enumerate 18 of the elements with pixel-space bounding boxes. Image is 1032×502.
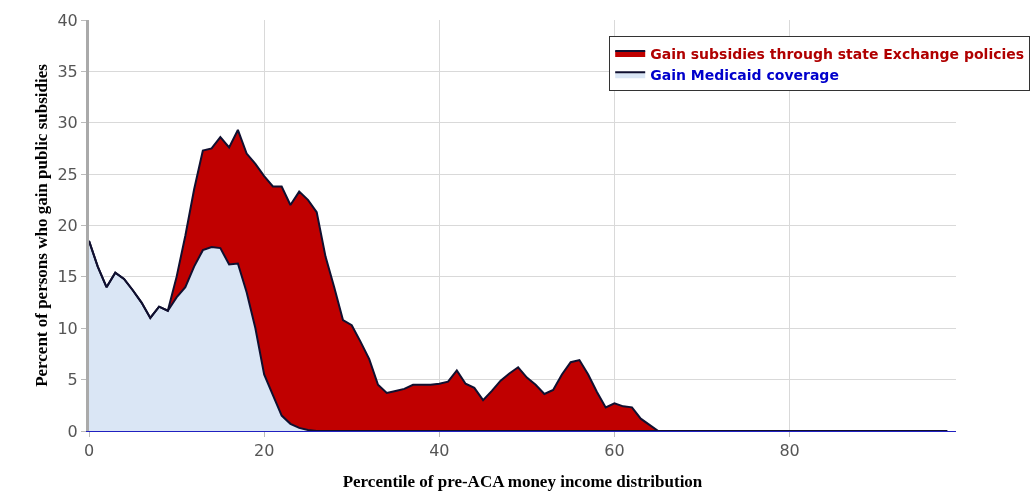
y-tick-label: 15 (57, 267, 78, 287)
y-tick-label: 35 (57, 61, 78, 81)
legend-label: Gain Medicaid coverage (650, 66, 839, 83)
x-tick-label: 40 (429, 441, 450, 461)
x-tick-label: 60 (604, 441, 625, 461)
x-tick-label: 80 (779, 441, 800, 461)
y-tick-label: 5 (67, 370, 78, 390)
y-tick-label: 20 (57, 216, 78, 236)
y-tick-label: 10 (57, 318, 78, 338)
y-tick-label: 0 (67, 421, 78, 441)
x-tick-label: 20 (253, 441, 275, 461)
y-axis-title: Percent of persons who gain public subsidies (31, 63, 51, 387)
y-tick-label: 25 (57, 164, 78, 184)
legend-label: Gain subsidies through state Exchange policies (650, 45, 1025, 62)
x-tick-label: 0 (83, 441, 95, 461)
x-axis-title: Percentile of pre-ACA money income distribution (342, 471, 703, 491)
y-tick-label: 40 (57, 10, 78, 30)
y-tick-label: 30 (57, 113, 78, 133)
